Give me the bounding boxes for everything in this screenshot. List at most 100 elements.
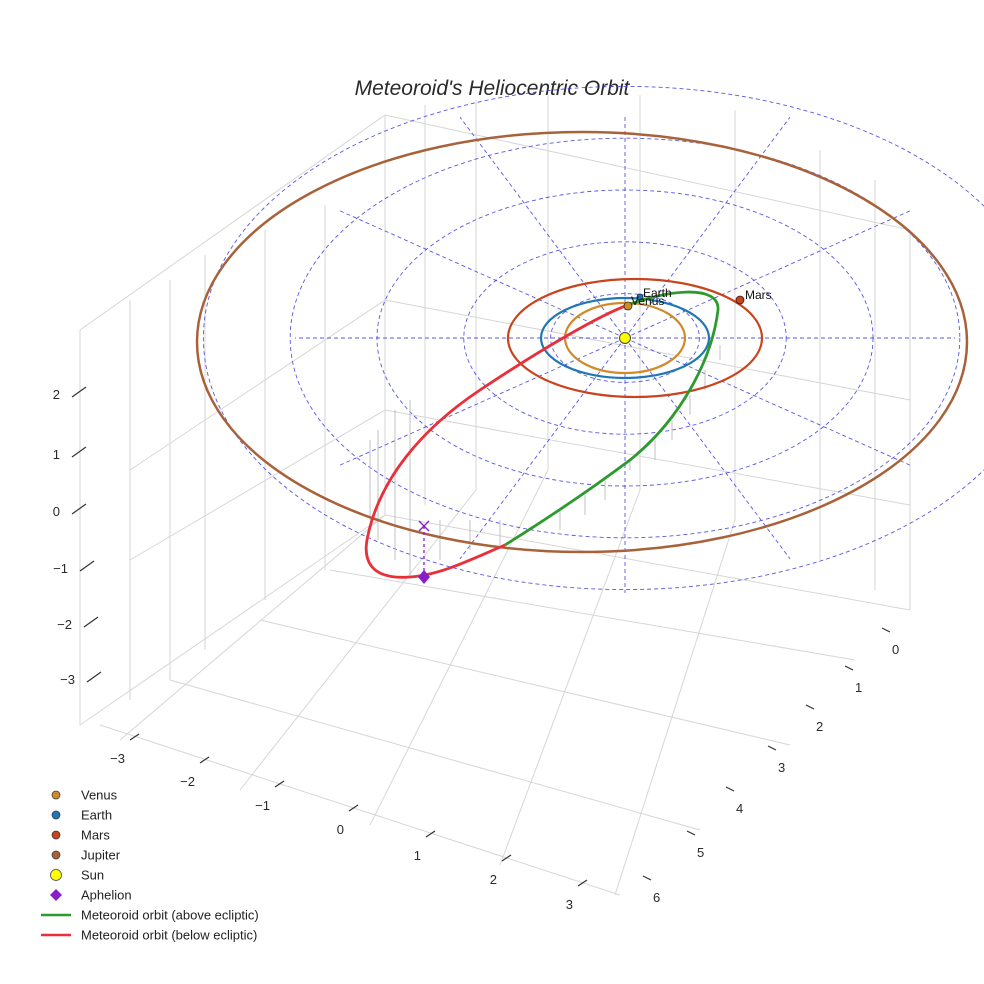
axis-grid-line: [384, 409, 911, 506]
ecliptic-grid-spoke: [624, 210, 911, 339]
legend-diamond-icon: [50, 889, 62, 901]
y-tick-mark: [805, 704, 815, 710]
axis-grid-line: [169, 679, 701, 831]
z-tick-label: 1: [53, 447, 60, 462]
y-tick-mark: [725, 786, 735, 792]
ecliptic-grid-spoke: [624, 337, 911, 466]
venus-marker: [623, 301, 633, 311]
ecliptic-grid-circle: [203, 86, 984, 590]
axis-grid-line: [259, 619, 791, 746]
y-tick-label: 0: [892, 642, 899, 657]
legend-item: Sun: [50, 868, 104, 883]
x-tick-mark: [348, 804, 359, 812]
legend-label: Earth: [81, 808, 112, 823]
z-tick-mark: [71, 503, 87, 515]
legend-item: Venus: [51, 788, 118, 803]
y-tick-label: 5: [697, 845, 704, 860]
axis-grid-line: [79, 114, 386, 331]
legend-item: Mars: [51, 828, 110, 843]
jupiter-orbit: [195, 130, 969, 554]
venus-label: Venus: [631, 294, 664, 308]
axes-box: [79, 95, 911, 896]
earth-marker: [636, 293, 644, 301]
earth-label: Earth: [643, 286, 672, 300]
axis-ticks: −3 −2 −1 0 1 2 3 0 1 2 3 4 5 6 2 1 0 −1 −2 −3: [53, 386, 899, 912]
x-tick-label: −3: [110, 751, 125, 766]
legend-item: Meteoroid orbit (above ecliptic): [41, 908, 259, 923]
z-tick-label: −3: [60, 672, 75, 687]
x-tick-label: −1: [255, 798, 270, 813]
aphelion-projection-marker: [418, 520, 430, 532]
axis-grid-line: [329, 569, 856, 661]
y-tick-mark: [767, 745, 777, 751]
legend-label: Aphelion: [81, 888, 132, 903]
y-tick-label: 1: [855, 680, 862, 695]
axis-grid-line: [129, 299, 386, 471]
meteoroid-drop-lines: [369, 345, 721, 575]
legend-item: Jupiter: [51, 848, 121, 863]
x-tick-mark: [577, 879, 588, 887]
legend-dot-icon: [51, 790, 61, 800]
legend-label: Sun: [81, 868, 104, 883]
axis-grid-line: [614, 519, 736, 896]
earth-orbit: [539, 296, 711, 380]
legend-item: Aphelion: [50, 888, 132, 903]
sun-marker: [619, 332, 631, 344]
aphelion-marker: [418, 570, 430, 584]
axis-grid-line: [119, 514, 386, 741]
legend-dot-icon: [51, 850, 61, 860]
meteoroid-orbit: [364, 290, 720, 579]
ecliptic-grid-circle: [289, 137, 961, 539]
y-tick-label: 2: [816, 719, 823, 734]
meteoroid-orbit-below-ecliptic: [364, 303, 629, 579]
mars-orbit: [506, 277, 764, 399]
legend: Venus Earth Mars Jupiter Sun Aphelion Meteoroi…: [41, 788, 259, 943]
legend-label: Mars: [81, 828, 110, 843]
x-tick-label: −2: [180, 774, 195, 789]
legend-dot-icon: [51, 830, 61, 840]
y-tick-mark: [642, 875, 652, 881]
ecliptic-grid-spoke: [459, 337, 626, 560]
x-tick-label: 2: [490, 872, 497, 887]
mars-marker: [735, 295, 745, 305]
z-tick-mark: [83, 616, 99, 628]
x-tick-label: 3: [566, 897, 573, 912]
ecliptic-grid-spoke: [624, 116, 791, 339]
x-tick-label: 1: [414, 848, 421, 863]
x-tick-mark: [274, 780, 285, 788]
z-tick-label: −1: [53, 561, 68, 576]
planet-orbits: [195, 130, 969, 554]
ecliptic-grid-spoke: [624, 337, 791, 560]
legend-sun-icon: [50, 869, 62, 881]
legend-label: Venus: [81, 788, 118, 803]
mars-label: Mars: [745, 288, 772, 302]
axis-grid-line: [384, 114, 911, 231]
legend-label: Meteoroid orbit (below ecliptic): [81, 928, 257, 943]
x-tick-mark: [425, 830, 436, 838]
y-tick-mark: [686, 830, 696, 836]
y-tick-mark: [881, 627, 891, 633]
x-tick-mark: [199, 756, 210, 764]
z-tick-label: 0: [53, 504, 60, 519]
legend-label: Meteoroid orbit (above ecliptic): [81, 908, 259, 923]
legend-label: Jupiter: [81, 848, 121, 863]
legend-item: Earth: [51, 808, 112, 823]
ecliptic-grid-spoke: [339, 337, 626, 466]
z-tick-mark: [71, 386, 87, 398]
y-tick-label: 4: [736, 801, 743, 816]
axis-grid-line: [129, 409, 386, 561]
y-tick-label: 6: [653, 890, 660, 905]
z-tick-mark: [86, 671, 102, 683]
axis-grid-line: [384, 514, 911, 611]
axis-grid-line: [384, 299, 911, 401]
axis-grid-line: [99, 724, 621, 896]
meteoroid-orbit-above-ecliptic: [504, 290, 720, 547]
legend-dot-icon: [51, 810, 61, 820]
x-tick-mark: [129, 733, 140, 741]
legend-item: Meteoroid orbit (below ecliptic): [41, 928, 257, 943]
z-tick-label: 2: [53, 387, 60, 402]
z-tick-mark: [71, 446, 87, 458]
chart-title: Meteoroid's Heliocentric Orbit: [355, 77, 631, 100]
